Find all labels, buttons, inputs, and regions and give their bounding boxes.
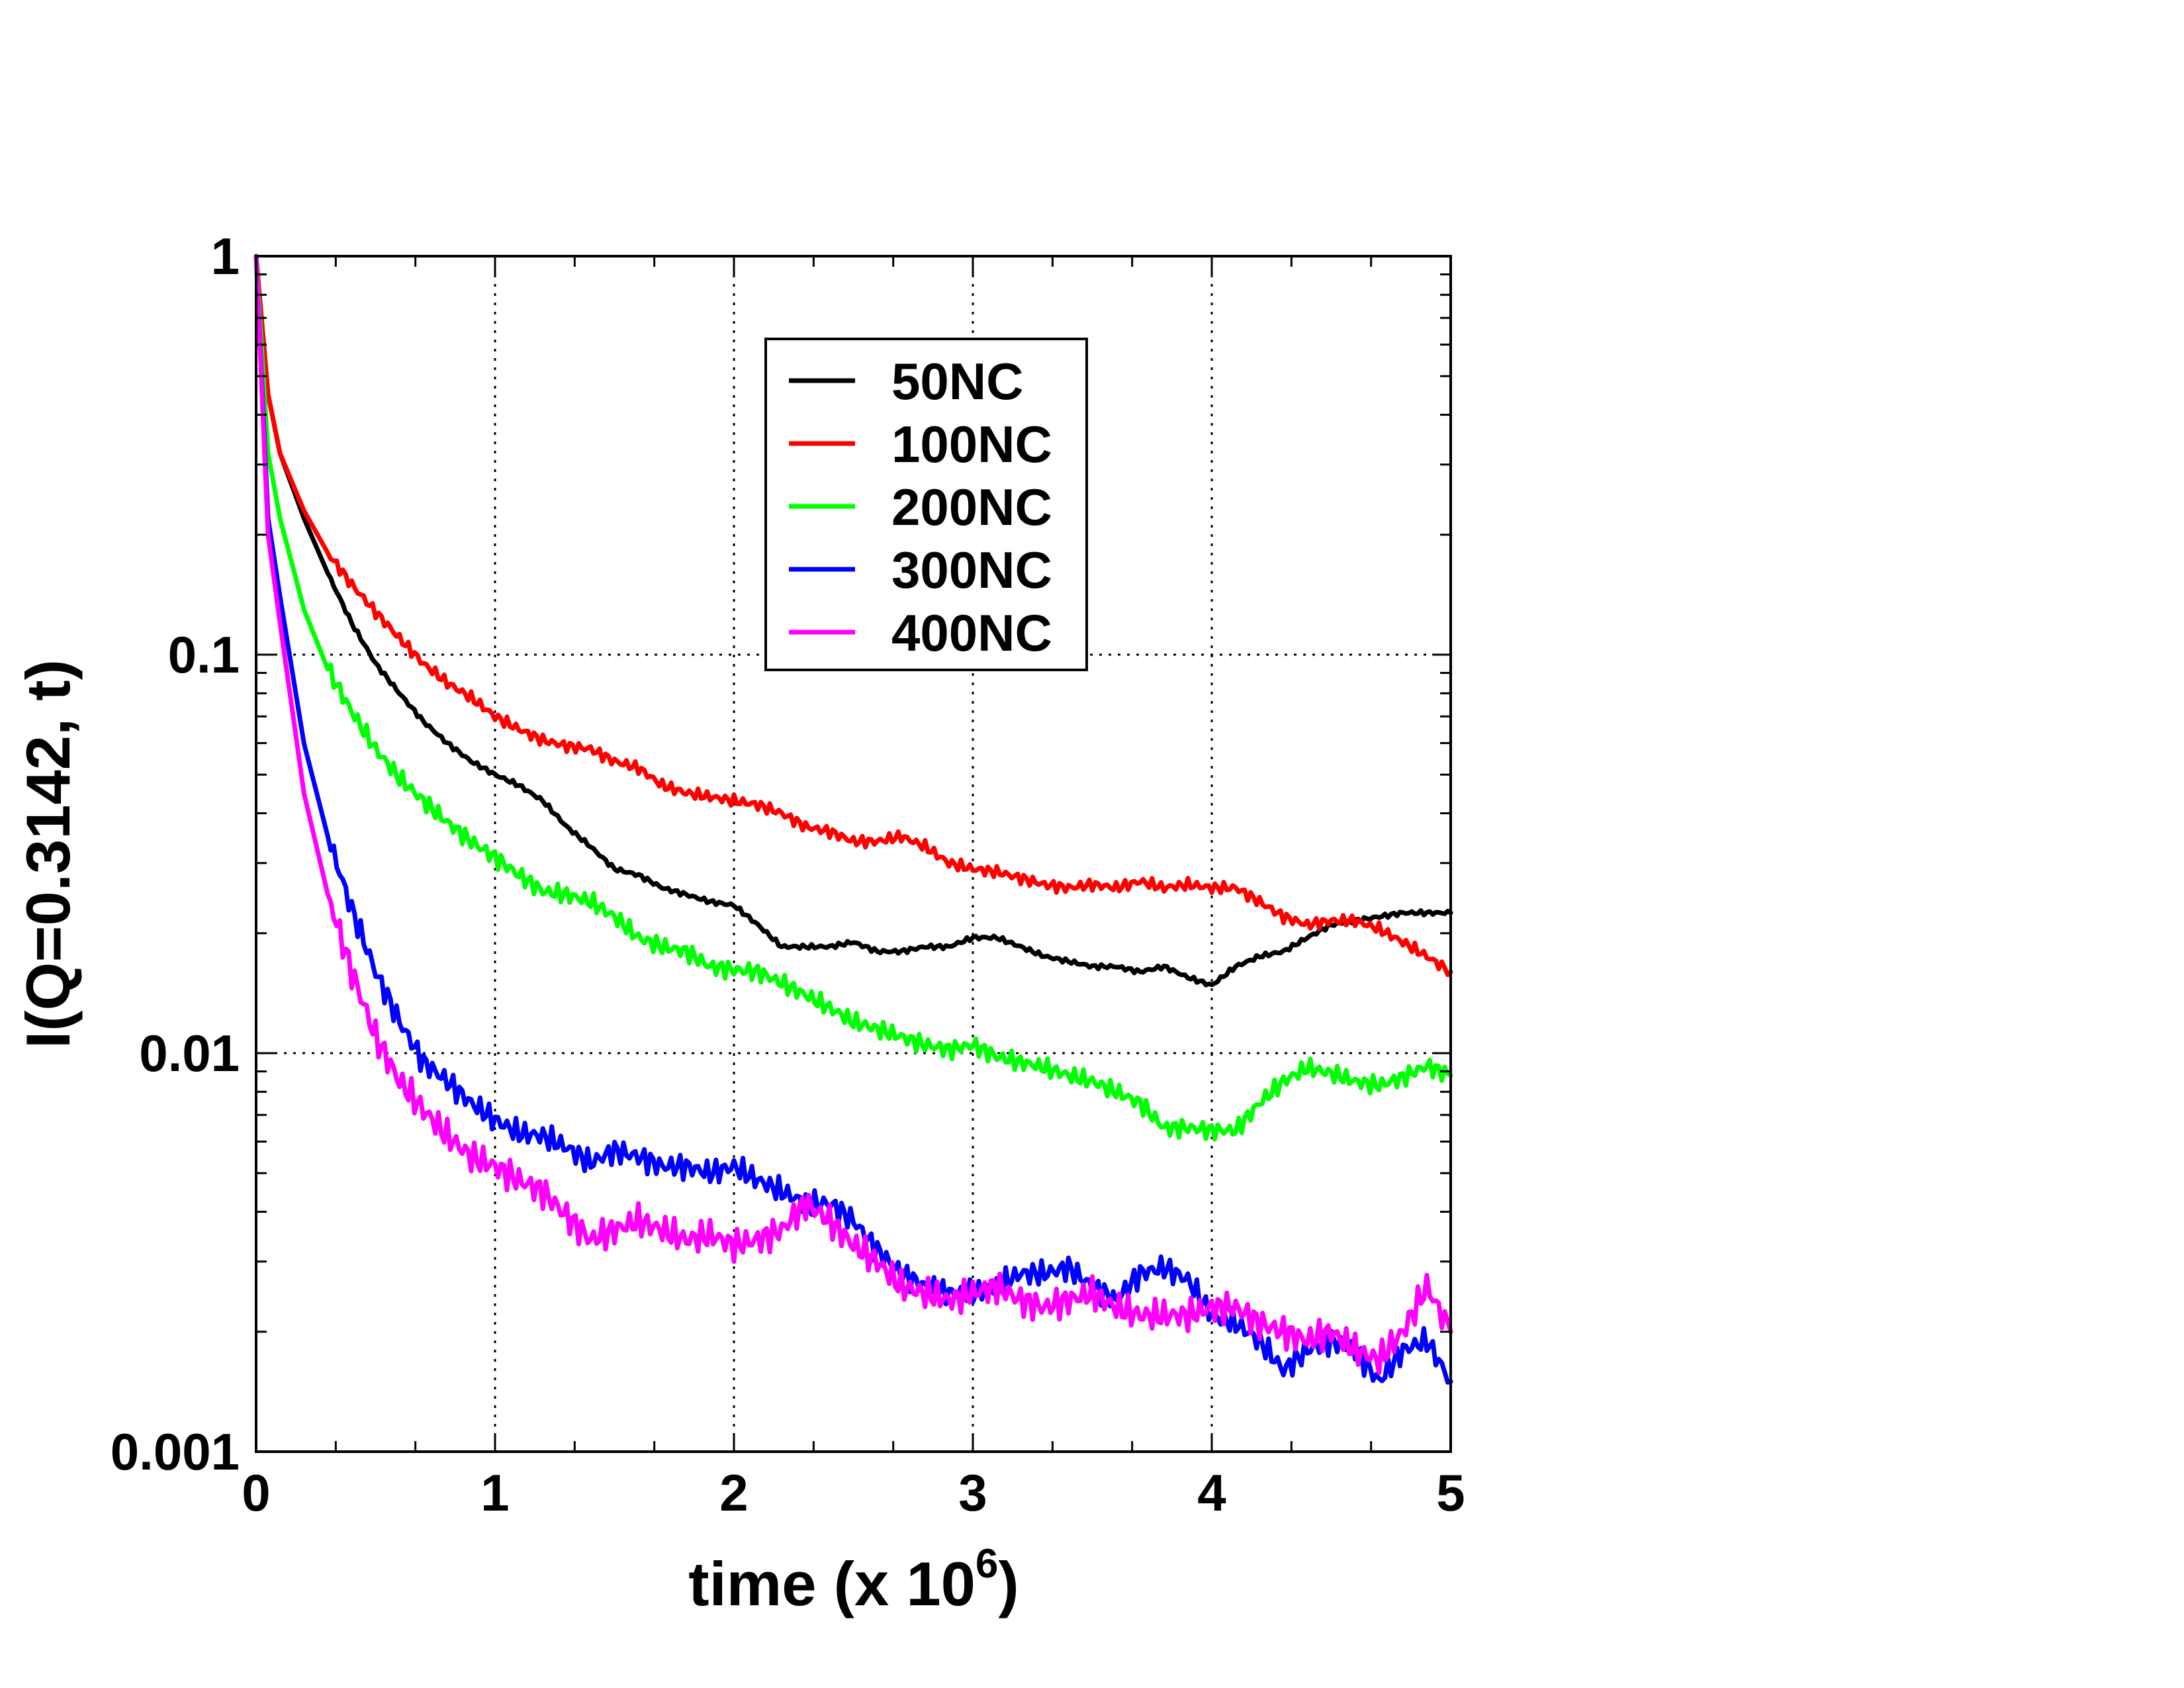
data-series: [253, 254, 1453, 1385]
x-tick-label: 0: [242, 1464, 270, 1522]
series-line-100NC: [253, 254, 1453, 977]
y-tick-label: 0.001: [111, 1423, 240, 1481]
y-tick-labels: 0.001 0.01 0.1 1: [111, 227, 240, 1481]
legend-label-200NC: 200NC: [891, 478, 1052, 536]
x-tick-label: 1: [480, 1464, 509, 1522]
y-tick-label: 1: [211, 227, 240, 285]
series-line-300NC: [253, 254, 1453, 1385]
legend-label-50NC: 50NC: [891, 352, 1023, 410]
y-tick-label: 0.01: [139, 1024, 240, 1082]
series-line-200NC: [253, 254, 1453, 1142]
legend-label-100NC: 100NC: [891, 415, 1052, 473]
legend-label-400NC: 400NC: [891, 604, 1052, 662]
x-axis-title-close: ): [998, 1549, 1019, 1618]
x-tick-label: 5: [1436, 1464, 1465, 1522]
x-tick-labels: 0 1 2 3 4 5: [242, 1464, 1465, 1522]
x-axis-title-exponent: 6: [976, 1541, 998, 1587]
series-line-400NC: [253, 254, 1453, 1375]
plot-frame: [255, 255, 1452, 1453]
y-axis-title: I(Q=0.3142, t): [13, 659, 83, 1049]
x-tick-label: 4: [1197, 1464, 1226, 1522]
x-tick-label: 3: [958, 1464, 987, 1522]
x-tick-label: 2: [719, 1464, 748, 1522]
series-line-50NC: [253, 254, 1453, 988]
legend-label-300NC: 300NC: [891, 541, 1052, 599]
x-axis-title: time (x 106): [688, 1541, 1019, 1618]
y-tick-label: 0.1: [168, 626, 240, 684]
